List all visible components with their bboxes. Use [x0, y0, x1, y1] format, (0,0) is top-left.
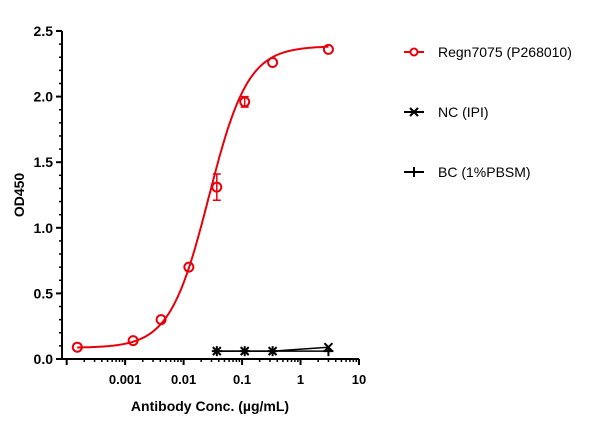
x-tick-label: 0.01 — [171, 372, 196, 387]
fit-curve — [77, 45, 329, 349]
y-tick-label: 2.5 — [34, 23, 54, 39]
marks — [71, 43, 334, 357]
y-tick-label: 0.0 — [34, 351, 54, 367]
circle-icon — [409, 47, 419, 57]
x-tick-label: 10 — [352, 372, 366, 387]
data-point — [127, 335, 139, 347]
legend-marker — [409, 107, 419, 117]
data-point — [183, 261, 195, 273]
y-tick-label: 2.0 — [34, 89, 54, 105]
x-tick-label: 0.1 — [233, 372, 251, 387]
data-point — [239, 96, 251, 108]
x-stroke — [240, 346, 250, 356]
x-stroke — [323, 342, 334, 352]
legend-label: BC (1%PBSM) — [438, 164, 531, 180]
y-tick-label: 1.5 — [34, 154, 54, 170]
y-tick-label: 1.0 — [34, 220, 54, 236]
series-line — [216, 346, 329, 352]
data-point — [211, 181, 223, 193]
x-axis-label: Antibody Conc. (µg/mL) — [131, 398, 289, 414]
data-point — [267, 56, 279, 68]
x-tick-label: 1 — [297, 372, 304, 387]
data-point — [71, 341, 83, 353]
axes: 0.0 0.5 1.0 1.5 2.0 2.5 0.001 0.01 0.1 1 10 — [34, 23, 367, 387]
x-tick-label: 0.001 — [109, 372, 142, 387]
x-icon — [409, 107, 419, 117]
x-stroke — [409, 107, 419, 117]
data-point — [155, 314, 167, 326]
y-axis-label: OD450 — [11, 173, 27, 218]
x-stroke — [267, 346, 278, 356]
x-stroke — [212, 346, 222, 356]
data-point — [240, 346, 250, 356]
legend-label: Regn7075 (P268010) — [438, 44, 572, 60]
legend-label: NC (IPI) — [438, 104, 489, 120]
data-point — [322, 43, 334, 55]
legend-marker — [409, 47, 419, 57]
data-point — [212, 346, 222, 356]
y-tick-label: 0.5 — [34, 285, 54, 301]
data-point — [323, 342, 334, 352]
data-point — [267, 346, 278, 356]
legend: Regn7075 (P268010) NC (IPI) BC (1%PBSM) — [404, 44, 572, 180]
